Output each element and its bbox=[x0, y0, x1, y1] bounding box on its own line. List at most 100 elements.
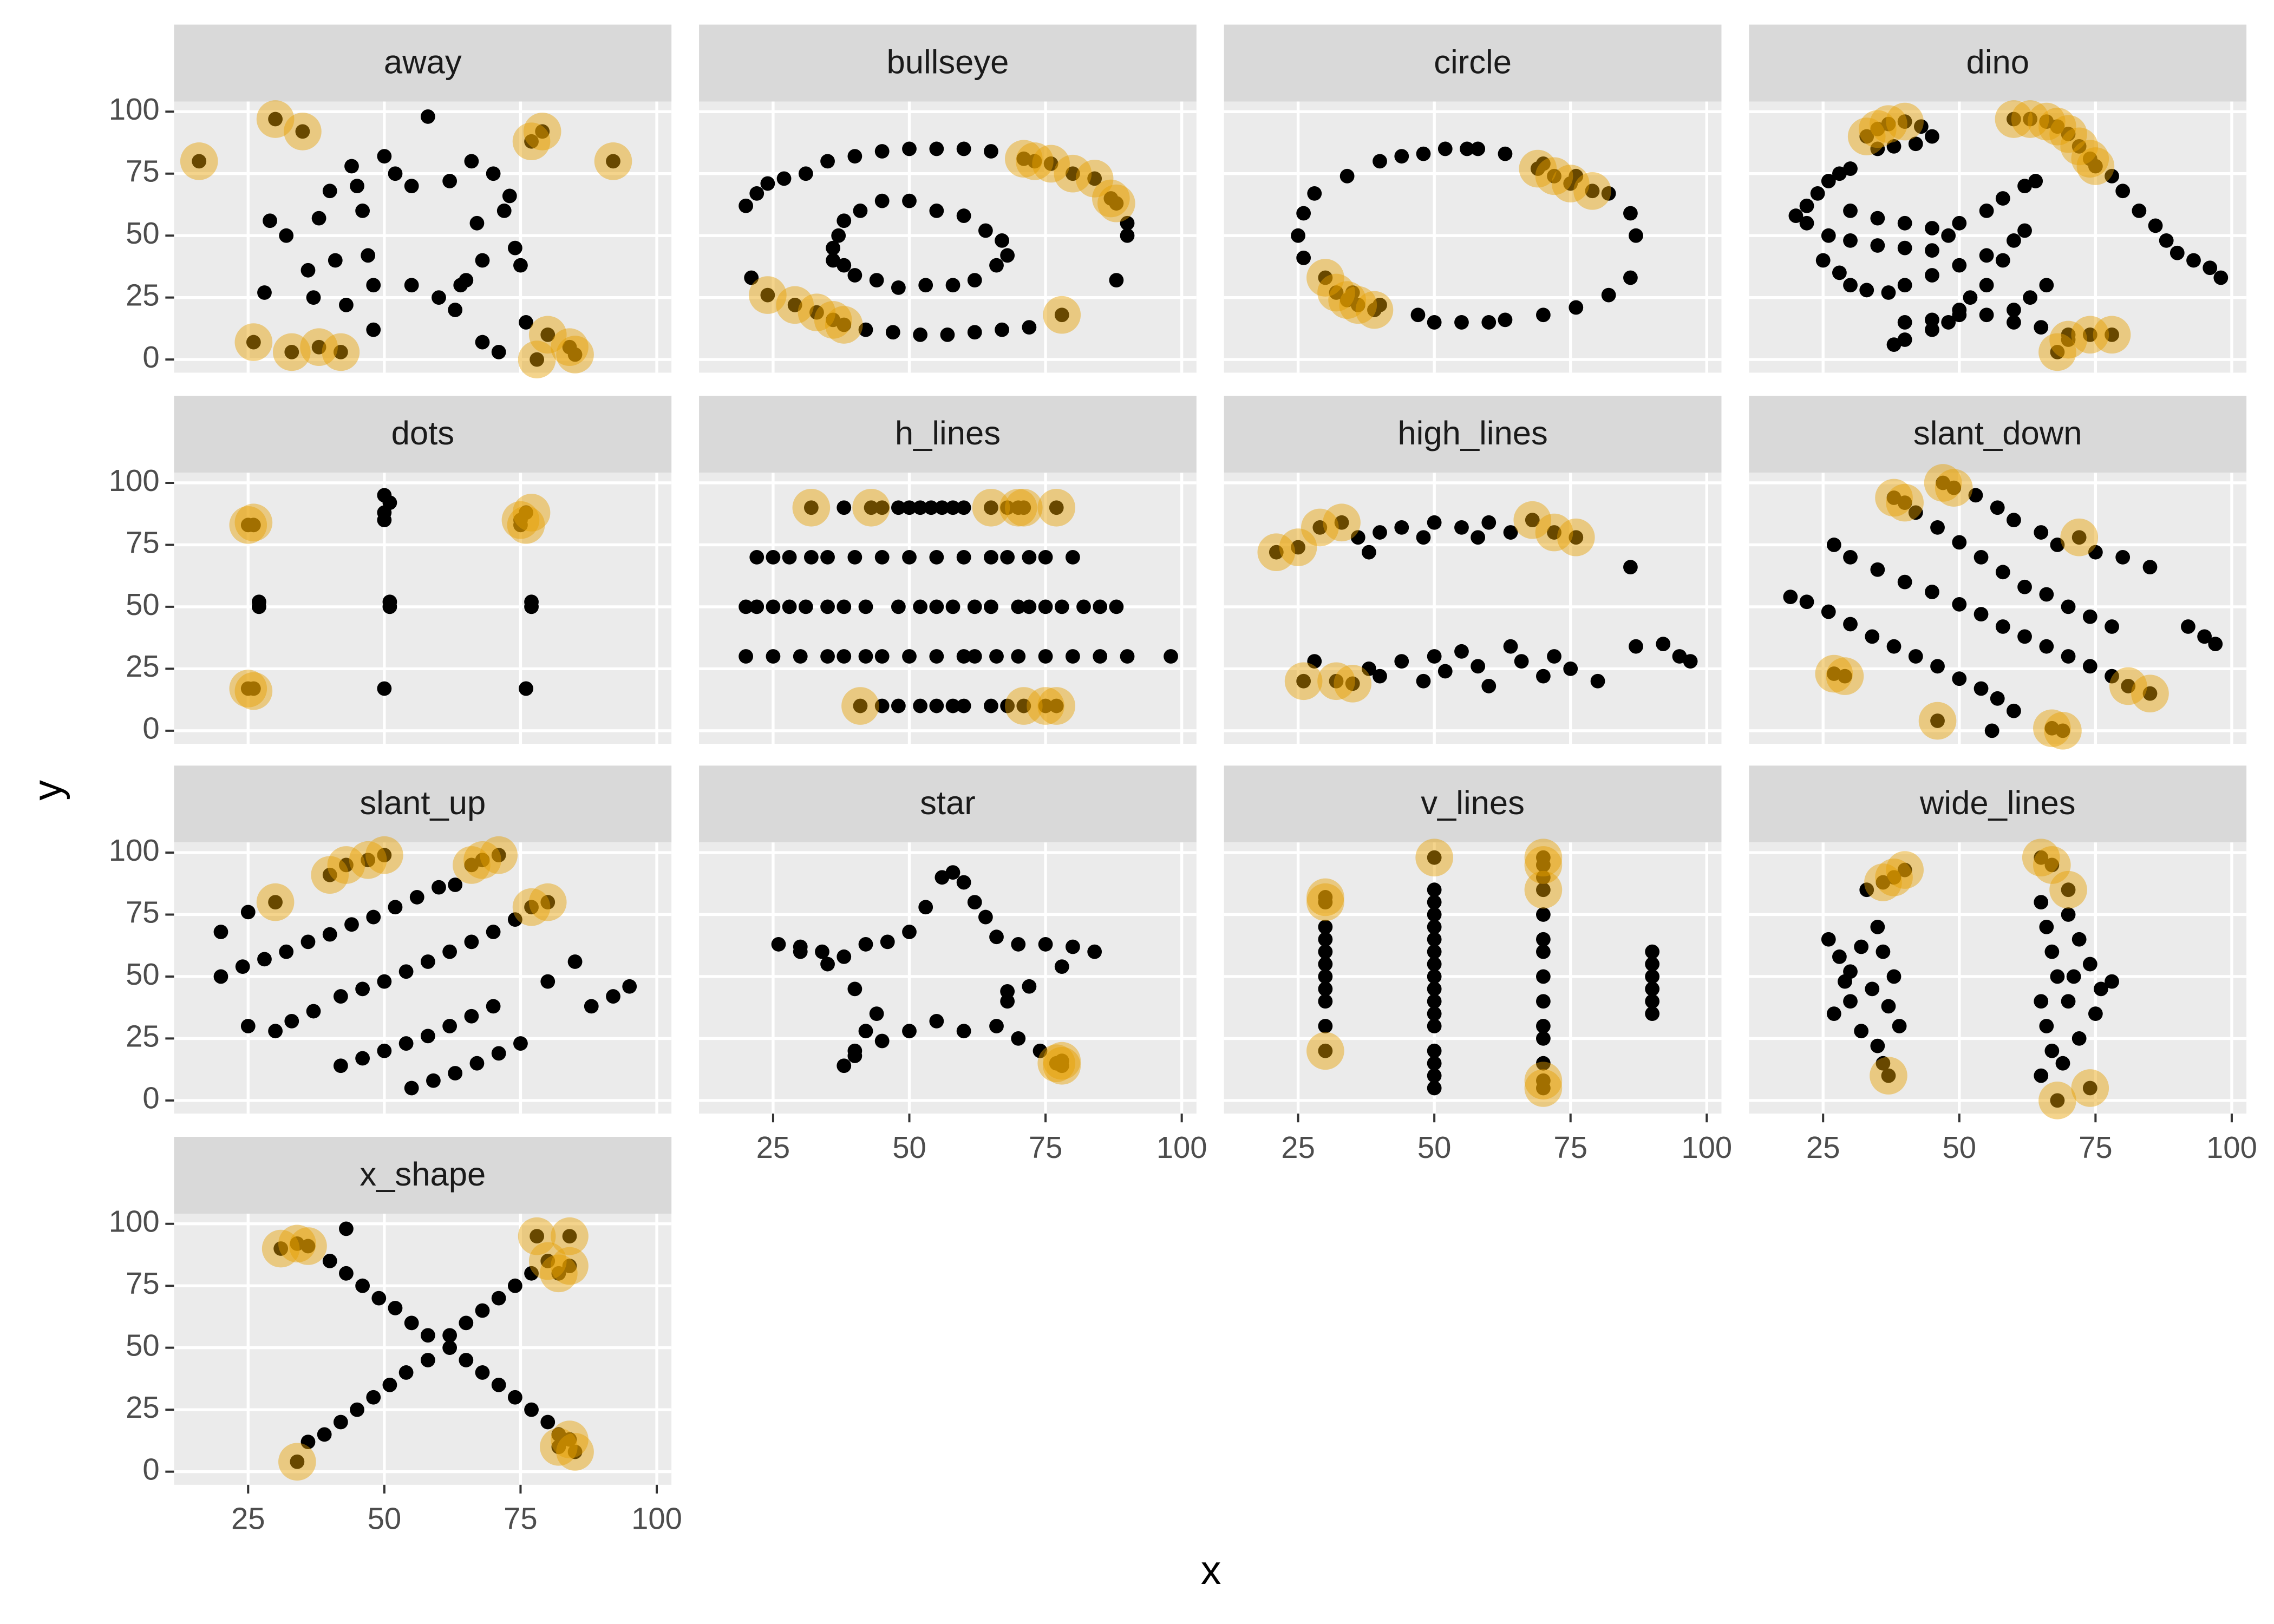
point bbox=[350, 1402, 364, 1417]
point bbox=[2115, 549, 2131, 565]
point bbox=[1536, 669, 1551, 684]
point bbox=[864, 500, 879, 515]
point bbox=[837, 500, 852, 515]
point bbox=[1000, 500, 1015, 515]
facet-title: dots bbox=[391, 415, 454, 452]
point bbox=[1416, 146, 1431, 161]
point bbox=[1930, 520, 1945, 535]
x-tick-label: 25 bbox=[231, 1502, 265, 1536]
point bbox=[2028, 174, 2043, 188]
point bbox=[519, 681, 533, 696]
point bbox=[803, 500, 819, 515]
y-tick-label: 50 bbox=[126, 1328, 160, 1363]
point bbox=[1307, 654, 1322, 669]
point bbox=[2034, 525, 2049, 540]
point bbox=[2071, 316, 2109, 354]
point bbox=[556, 1433, 594, 1471]
point bbox=[1318, 1043, 1333, 1058]
point bbox=[606, 989, 620, 1004]
point bbox=[2017, 629, 2032, 644]
point bbox=[1032, 145, 1070, 183]
point bbox=[1011, 599, 1026, 614]
point bbox=[1569, 530, 1584, 545]
point bbox=[2072, 139, 2087, 154]
point bbox=[826, 312, 841, 328]
point bbox=[513, 258, 528, 273]
point bbox=[1350, 530, 1365, 545]
point bbox=[956, 1024, 971, 1039]
point bbox=[240, 905, 256, 920]
point bbox=[1601, 287, 1616, 303]
point bbox=[1623, 560, 1638, 575]
point bbox=[902, 141, 917, 156]
point bbox=[475, 1303, 490, 1318]
point bbox=[1427, 1056, 1442, 1071]
point bbox=[1941, 315, 1956, 330]
point bbox=[902, 1024, 917, 1039]
point bbox=[1043, 1046, 1081, 1085]
point bbox=[1925, 268, 1939, 283]
point bbox=[1925, 129, 1939, 144]
point bbox=[192, 154, 207, 169]
point bbox=[1498, 312, 1513, 328]
point bbox=[1323, 503, 1361, 542]
point bbox=[1092, 179, 1130, 218]
point bbox=[1454, 315, 1469, 330]
y-tick-label: 100 bbox=[109, 463, 160, 497]
facet-title: v_lines bbox=[1421, 784, 1525, 822]
point bbox=[306, 1004, 321, 1019]
point bbox=[1361, 545, 1376, 560]
y-tick-label: 0 bbox=[142, 1081, 159, 1115]
point bbox=[2181, 619, 2195, 634]
point bbox=[512, 888, 551, 926]
point bbox=[256, 100, 295, 138]
x-tick-label: 75 bbox=[1029, 1130, 1063, 1164]
strip bbox=[1224, 765, 1722, 843]
point bbox=[2007, 703, 2021, 718]
point bbox=[2044, 1043, 2060, 1058]
point bbox=[486, 925, 501, 939]
point bbox=[913, 500, 928, 515]
point bbox=[502, 188, 517, 204]
point bbox=[404, 1315, 419, 1331]
point bbox=[918, 278, 933, 293]
point bbox=[1279, 528, 1317, 566]
point bbox=[837, 317, 852, 332]
point bbox=[1952, 258, 1967, 273]
point bbox=[1328, 281, 1366, 319]
point bbox=[1350, 298, 1365, 312]
point bbox=[853, 698, 868, 713]
strip bbox=[699, 765, 1197, 843]
point bbox=[929, 204, 944, 218]
point bbox=[2023, 290, 2037, 305]
point bbox=[475, 253, 490, 268]
point bbox=[1536, 994, 1551, 1009]
point bbox=[2094, 981, 2108, 997]
point bbox=[1027, 687, 1064, 725]
point bbox=[252, 599, 266, 614]
point bbox=[771, 937, 786, 952]
point bbox=[776, 286, 814, 324]
point bbox=[809, 305, 824, 320]
point bbox=[1011, 649, 1026, 664]
point bbox=[290, 1236, 305, 1251]
point bbox=[355, 204, 370, 218]
point bbox=[2061, 994, 2076, 1009]
point bbox=[913, 698, 928, 713]
point bbox=[1859, 129, 1874, 144]
point bbox=[972, 488, 1010, 527]
point bbox=[366, 909, 381, 925]
point bbox=[1821, 174, 1836, 188]
point bbox=[1936, 475, 1950, 490]
point bbox=[1536, 1019, 1551, 1033]
point bbox=[1065, 939, 1080, 954]
facet-title: star bbox=[920, 784, 976, 822]
point bbox=[1876, 1056, 1891, 1071]
point bbox=[404, 179, 419, 194]
point bbox=[984, 599, 998, 614]
point bbox=[2011, 100, 2049, 138]
point bbox=[967, 273, 982, 288]
point bbox=[496, 204, 512, 218]
point bbox=[1000, 984, 1015, 999]
point bbox=[567, 347, 583, 362]
